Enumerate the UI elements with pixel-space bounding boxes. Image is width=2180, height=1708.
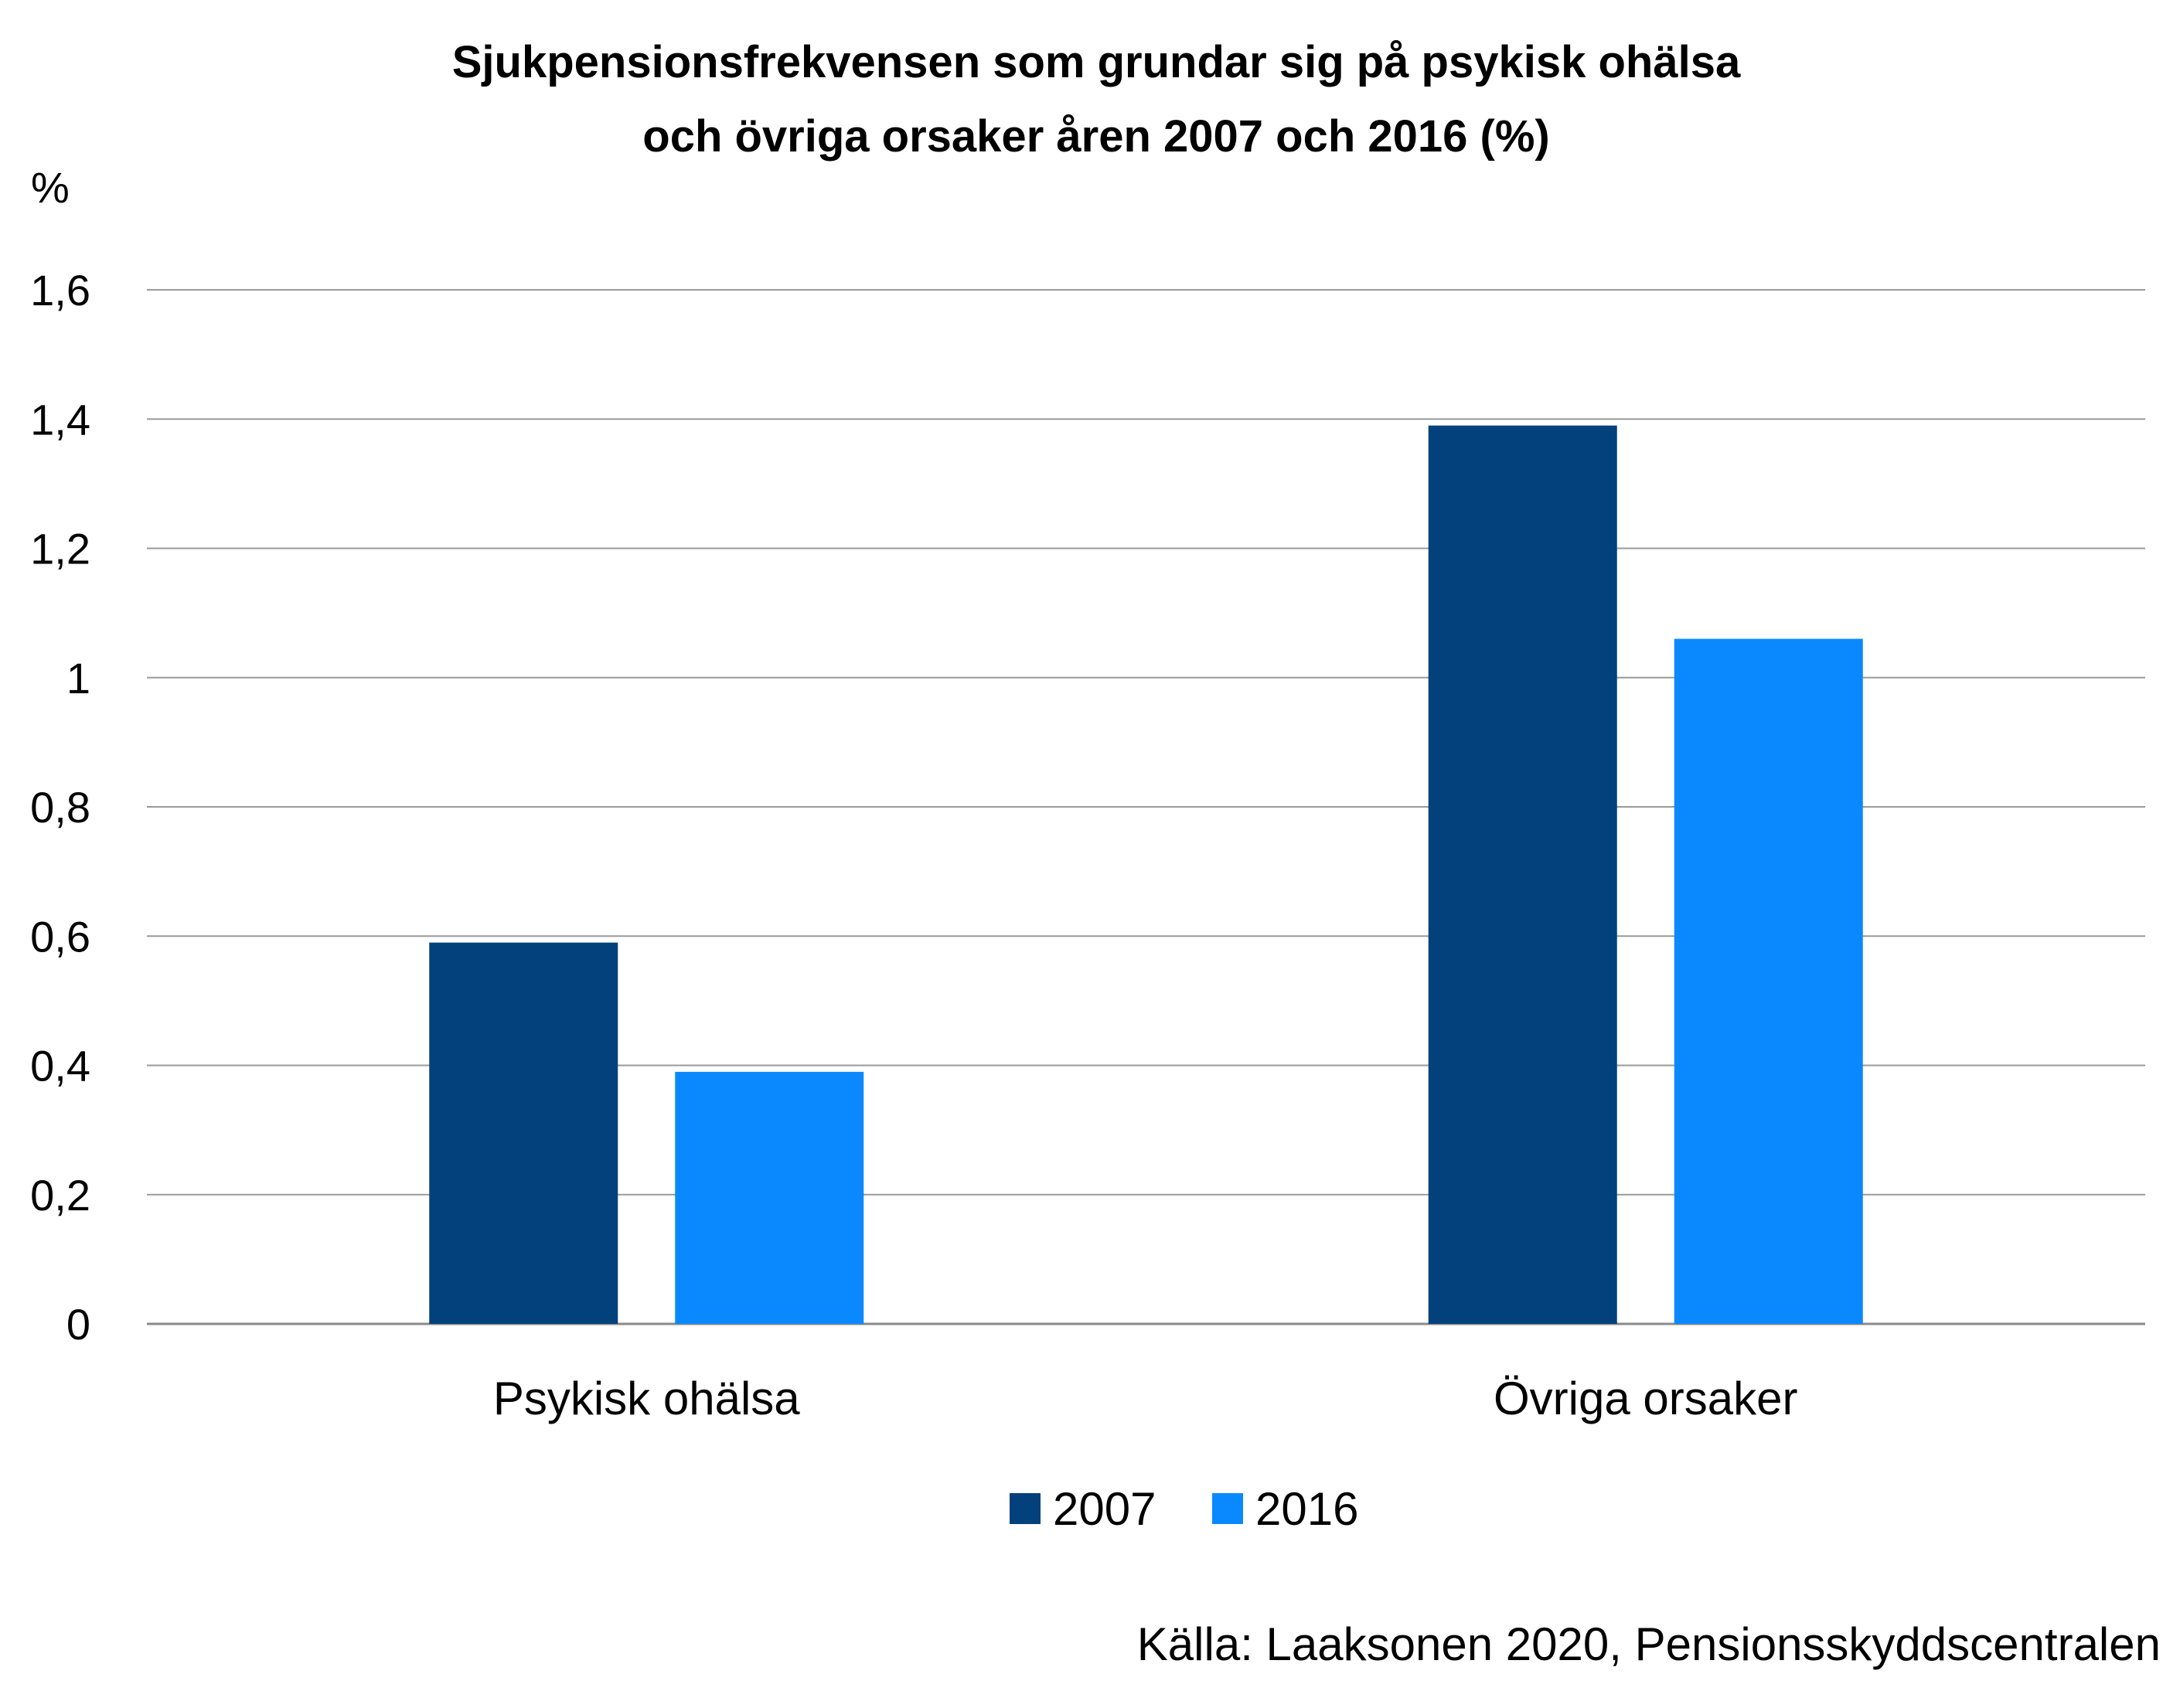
x-category-label: Övriga orsaker	[1494, 1373, 1797, 1424]
y-tick-label: 0	[66, 1300, 90, 1349]
x-axis-categories: Psykisk ohälsa Övriga orsaker	[493, 1373, 1798, 1424]
y-axis-unit-label: %	[31, 163, 70, 212]
y-tick-label: 0,4	[30, 1042, 90, 1090]
y-tick-label: 0,2	[30, 1171, 90, 1220]
y-tick-label: 1	[66, 654, 90, 703]
bars	[429, 425, 1863, 1324]
source-note: Källa: Laaksonen 2020, Pensionsskyddscen…	[1137, 1618, 2161, 1670]
x-category-label: Psykisk ohälsa	[493, 1373, 800, 1424]
legend: 2007 2016	[1010, 1483, 1358, 1535]
y-tick-label: 1,2	[30, 525, 90, 573]
y-axis-ticks: 0 0,2 0,4 0,6 0,8 1 1,2 1,4 1,6	[30, 266, 90, 1349]
chart-title-line2: och övriga orsaker åren 2007 och 2016 (%…	[642, 111, 1549, 162]
bar-2016	[675, 1071, 864, 1324]
legend-label-2007: 2007	[1053, 1483, 1156, 1535]
legend-swatch-2007	[1010, 1493, 1041, 1524]
chart-title-line1: Sjukpensionsfrekvensen som grundar sig p…	[452, 37, 1741, 87]
y-tick-label: 0,6	[30, 912, 90, 961]
legend-label-2016: 2016	[1255, 1483, 1358, 1535]
y-tick-label: 0,8	[30, 783, 90, 832]
y-tick-label: 1,6	[30, 266, 90, 315]
bar-2016	[1674, 638, 1863, 1324]
legend-swatch-2016	[1212, 1493, 1243, 1524]
y-tick-label: 1,4	[30, 395, 90, 444]
bar-2007	[1428, 425, 1617, 1324]
bar-2007	[429, 942, 618, 1324]
